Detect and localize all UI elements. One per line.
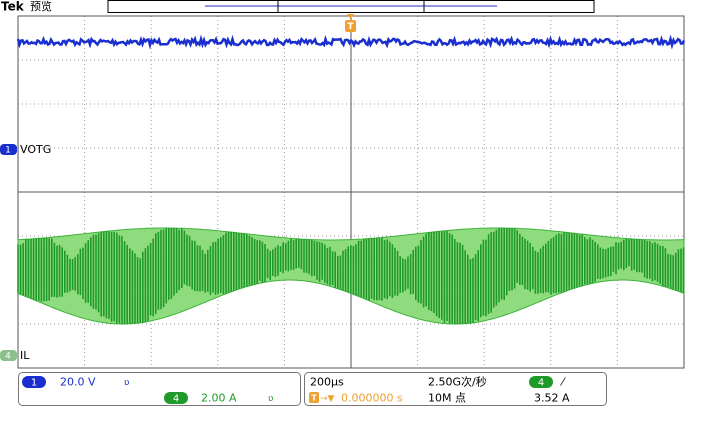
brand: Tek — [1, 0, 25, 14]
sample-rate: 2.50G次/秒 — [428, 375, 487, 389]
ch1-trace — [16, 34, 686, 50]
trigger-pos-box — [309, 392, 319, 403]
ch1-bw-icon: ʋ — [124, 378, 129, 388]
trigger-marker-box — [345, 20, 356, 32]
ch4-trace — [17, 228, 685, 324]
trigger-arrow — [347, 14, 354, 19]
trigger-channel: 4 — [538, 378, 544, 389]
trigger-pos-arrow: →▼ — [320, 394, 335, 404]
trigger-slope-icon: ⁄ — [559, 376, 566, 389]
trigger-level: 3.52 A — [534, 392, 570, 405]
trigger-marker: T — [347, 22, 354, 32]
ch4-bw-icon: ʋ — [268, 394, 273, 404]
record-window — [277, 0, 425, 13]
trigger-position: 0.000000 s — [341, 392, 403, 405]
waveforms — [16, 34, 686, 325]
ch4-marker: 4 — [5, 352, 11, 362]
ch4-badge — [164, 392, 188, 404]
ch1-marker: 1 — [5, 146, 11, 156]
ch4-label: IL — [20, 349, 30, 362]
ch1-marker-box — [0, 144, 17, 155]
ch4-marker-box — [0, 350, 17, 361]
trigger-channel-badge — [529, 376, 553, 388]
trigger-pos-marker: T — [311, 394, 317, 403]
timebase: 200µs — [310, 376, 344, 389]
ch1-badge-text: 1 — [31, 378, 37, 389]
ch1-scale: 20.0 V — [60, 376, 96, 389]
mode: 预览 — [30, 0, 52, 13]
ch4-scale: 2.00 A — [201, 392, 237, 405]
ch1-label: VOTG — [20, 143, 51, 156]
ch4-badge-text: 4 — [173, 394, 179, 405]
ch1-badge — [22, 376, 46, 388]
channel-panel — [18, 372, 301, 406]
record-length: 10M 点 — [428, 392, 466, 405]
